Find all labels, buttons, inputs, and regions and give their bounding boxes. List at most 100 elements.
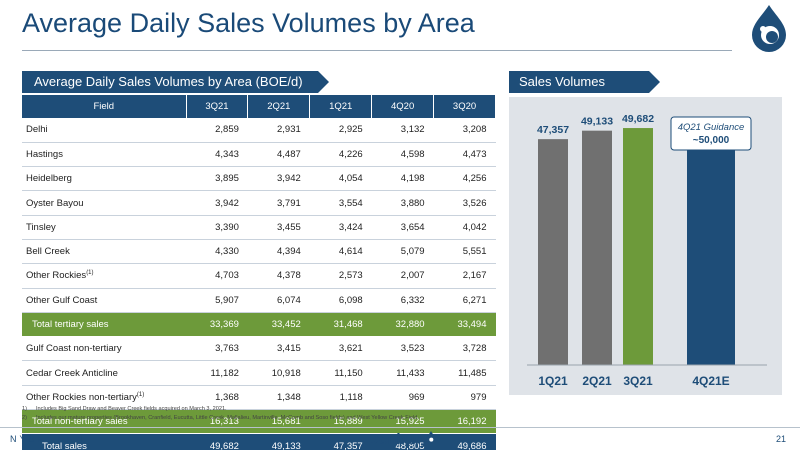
- field-name: Delhi: [26, 124, 48, 136]
- value-cell: 6,098: [309, 288, 372, 313]
- value-cell: 6,332: [371, 288, 434, 313]
- field-name-cell: Total non-tertiary sales: [22, 409, 186, 435]
- category-label: 1Q21: [538, 374, 568, 388]
- value-cell: 49,682: [186, 433, 248, 450]
- value-cell: 3,415: [247, 336, 310, 362]
- field-name: Other Gulf Coast: [26, 294, 98, 306]
- field-name: Heidelberg: [26, 173, 72, 185]
- value-cell: 4,703: [186, 263, 248, 289]
- value-cell: 10,918: [247, 360, 310, 386]
- value-cell: 15,889: [309, 409, 372, 435]
- category-label: 4Q21E: [692, 374, 729, 388]
- field-name: Hastings: [26, 148, 63, 160]
- field-name: Total non-tertiary sales: [32, 416, 128, 428]
- field-name-cell: Oyster Bayou: [22, 190, 186, 216]
- page-number: 21: [776, 434, 787, 444]
- field-name: Bell Creek: [26, 246, 70, 258]
- bar-value-label: 49,133: [581, 116, 613, 128]
- table-row: Other Gulf Coast 5,907 6,074 6,098 6,332 6,27…: [22, 288, 496, 313]
- subtotal-row: Total tertiary sales 33,369 33,452 31,468 32…: [22, 312, 496, 338]
- field-name: Cedar Creek Anticline: [26, 367, 118, 379]
- stock-ticker: NYSE: DEN: [10, 434, 86, 444]
- value-cell: 5,551: [433, 239, 496, 265]
- field-name: Gulf Coast non-tertiary: [26, 343, 122, 355]
- field-name: Other Rockies non-tertiary: [26, 391, 137, 403]
- value-cell: 4,598: [371, 142, 434, 168]
- value-cell: 3,942: [186, 190, 248, 216]
- brand-wordmark: Denbury: [368, 431, 429, 448]
- category-label: 2Q21: [582, 374, 612, 388]
- value-cell: 6,271: [433, 288, 496, 313]
- value-cell: 979: [433, 385, 496, 411]
- field-name-cell: Total tertiary sales: [22, 312, 186, 338]
- category-label: 3Q21: [623, 374, 653, 388]
- value-cell: 4,330: [186, 239, 248, 265]
- bar-1q21: [538, 139, 568, 365]
- bar-4q21e: [687, 126, 735, 366]
- table-row: Delhi 2,859 2,931 2,925 3,132 3,208: [22, 118, 496, 143]
- value-cell: 3,390: [186, 215, 248, 240]
- guidance-value: ~50,000: [693, 135, 730, 146]
- value-cell: 969: [371, 385, 434, 411]
- value-cell: 15,925: [371, 409, 434, 435]
- field-name-cell: Tinsley: [22, 215, 186, 240]
- guidance-callout: [670, 116, 752, 151]
- total-row: Total sales 49,682 49,133 47,357 48,805 49,68…: [22, 433, 496, 450]
- value-cell: 3,791: [247, 190, 310, 216]
- value-cell: 3,763: [186, 336, 248, 362]
- value-cell: 3,654: [371, 215, 434, 240]
- field-name-cell: Delhi: [22, 118, 186, 143]
- value-cell: 11,485: [433, 360, 496, 386]
- table-row: Heidelberg 3,895 3,942 4,054 4,198 4,256: [22, 166, 496, 192]
- table-row: Cedar Creek Anticline 11,182 10,918 11,150 1…: [22, 360, 496, 386]
- value-cell: 4,394: [247, 239, 310, 265]
- value-cell: 47,357: [309, 433, 372, 450]
- field-name-cell: Bell Creek: [22, 239, 186, 265]
- value-cell: 3,621: [309, 336, 372, 362]
- field-name-cell: Cedar Creek Anticline: [22, 360, 186, 386]
- value-cell: 33,494: [433, 312, 496, 338]
- footnote-marker: (1): [86, 270, 94, 277]
- footnote-1: 1) Includes Big Sand Draw and Beaver Cree…: [22, 406, 227, 412]
- value-cell: 5,907: [186, 288, 248, 313]
- slide-title: Average Daily Sales Volumes by Area: [22, 8, 475, 38]
- value-cell: 11,433: [371, 360, 434, 386]
- table-row: Oyster Bayou 3,942 3,791 3,554 3,880 3,526: [22, 190, 496, 216]
- value-cell: 4,256: [433, 166, 496, 192]
- table-row: Other Rockies(1) 4,703 4,378 2,573 2,007 2,16…: [22, 263, 496, 289]
- chart-section-banner: Sales Volumes (BOE/d): [509, 71, 660, 111]
- footnote-2: 2) Includes our mature properties (Brookh…: [22, 415, 419, 421]
- value-cell: 16,313: [186, 409, 248, 435]
- value-cell: 49,686: [433, 433, 496, 450]
- value-cell: 2,931: [247, 118, 310, 143]
- footnotes: 1) Includes Big Sand Draw and Beaver Cree…: [22, 405, 419, 423]
- column-header-1q21: 1Q21: [309, 95, 373, 118]
- value-cell: 4,343: [186, 142, 248, 168]
- sales-volume-table: Field 3Q21 2Q21 1Q21 4Q20 3Q20 Delhi 2,859 2,93…: [22, 95, 496, 450]
- value-cell: 32,880: [371, 312, 434, 338]
- column-header-4q20: 4Q20: [371, 95, 435, 118]
- value-cell: 4,378: [247, 263, 310, 289]
- footnote-marker: (1): [136, 391, 145, 398]
- table-row: Bell Creek 4,330 4,394 4,614 5,079 5,551: [22, 239, 496, 265]
- value-cell: 3,942: [247, 166, 310, 192]
- value-cell: 1,118: [309, 385, 372, 411]
- column-header-field: Field: [22, 95, 187, 118]
- value-cell: 4,054: [309, 166, 372, 192]
- value-cell: 33,369: [186, 312, 248, 338]
- value-cell: 3,424: [309, 215, 372, 240]
- value-cell: 49,133: [247, 433, 310, 450]
- value-cell: 1,368: [186, 385, 248, 411]
- field-name-cell: Hastings: [22, 142, 186, 168]
- footer-divider: [0, 427, 800, 428]
- value-cell: 5,079: [371, 239, 434, 265]
- guidance-label: 4Q21 Guidance: [678, 122, 745, 133]
- bar-2q21: [582, 130, 612, 365]
- table-row: Tinsley 3,390 3,455 3,424 3,654 4,042: [22, 215, 496, 240]
- value-cell: 4,487: [247, 142, 310, 168]
- value-cell: 3,208: [433, 118, 496, 143]
- bar-value-label: 49,682: [622, 113, 654, 125]
- value-cell: 3,880: [371, 190, 434, 216]
- value-cell: 11,150: [309, 360, 372, 386]
- value-cell: 3,523: [371, 336, 434, 362]
